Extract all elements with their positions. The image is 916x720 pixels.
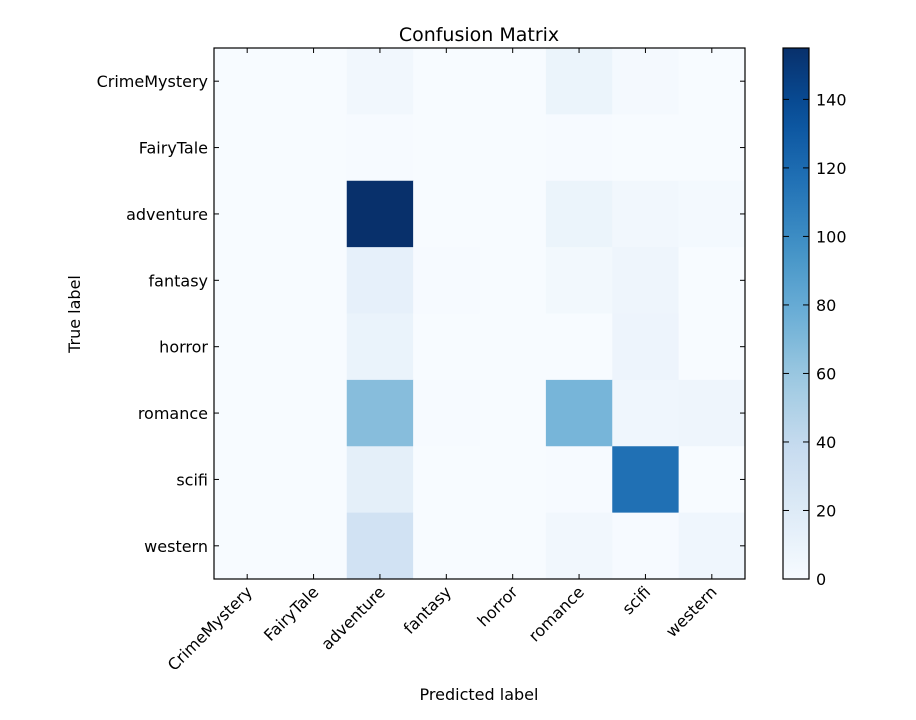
heatmap-cell [346,247,414,314]
colorbar [782,47,810,580]
heatmap-cell [479,180,547,248]
heatmap-cell [678,512,746,580]
heatmap-cell [214,512,281,580]
heatmap-cell [413,313,480,381]
heatmap-cell [479,446,547,514]
heatmap-cell [280,247,348,314]
heatmap-cell [413,247,480,314]
heatmap-cell [545,512,613,580]
heatmap-cell [346,512,414,580]
colorbar-ticks: 0 20 40 60 80 100 120 140 [783,90,847,589]
heatmap-cell [545,313,613,381]
x-tick-label: western [662,582,721,641]
heatmap-cell [612,247,680,314]
y-tick-label: western [144,537,208,556]
heatmap-cell [214,446,281,514]
heatmap-cells [214,48,746,580]
heatmap-cell [214,247,281,314]
heatmap-cell [612,114,680,182]
x-tick-label: horror [474,582,522,630]
heatmap-cell [346,180,414,248]
heatmap-cell [346,114,414,182]
heatmap-cell [612,379,680,447]
heatmap-cell [612,180,680,248]
y-tick-label: horror [159,338,208,357]
heatmap-cell [678,48,746,115]
heatmap-cell [545,180,613,248]
y-tick-label: FairyTale [139,139,208,158]
y-tick-label: CrimeMystery [97,72,208,91]
x-axis-label: Predicted label [420,685,539,704]
heatmap-cell [346,379,414,447]
heatmap-cell [479,379,547,447]
heatmap-cell [545,114,613,182]
heatmap-cell [678,180,746,248]
heatmap-cell [346,48,414,115]
heatmap-cell [678,313,746,381]
heatmap-cell [413,180,480,248]
y-tick-label: adventure [126,205,208,224]
heatmap-cell [280,180,348,248]
colorbar-tick-label: 0 [816,570,826,589]
heatmap-cell [678,114,746,182]
heatmap-cell [214,48,281,115]
heatmap-cell [413,512,480,580]
colorbar-tick-label: 60 [816,364,836,383]
x-tick-label: scifi [618,582,654,618]
colorbar-tick-label: 80 [816,296,836,315]
heatmap-cell [612,48,680,115]
heatmap-cell [280,48,348,115]
heatmap-cell [479,512,547,580]
heatmap-cell [545,446,613,514]
colorbar-tick-label: 120 [816,159,847,178]
heatmap-cell [479,247,547,314]
heatmap-cell [214,313,281,381]
x-tick-label: FairyTale [260,582,322,644]
y-axis-ticks: CrimeMystery FairyTale adventure fantasy hor… [97,72,745,556]
y-tick-label: romance [138,404,208,423]
heatmap-cell [678,247,746,314]
y-tick-label: scifi [176,470,208,489]
x-tick-label: adventure [317,582,388,653]
heatmap-cell [280,379,348,447]
heatmap-cell [413,379,480,447]
x-tick-label: CrimeMystery [164,582,256,674]
heatmap-cell [214,180,281,248]
heatmap-cell [413,114,480,182]
heatmap-cell [612,446,680,514]
y-tick-label: fantasy [149,271,208,290]
x-tick-label: fantasy [400,582,455,637]
heatmap-cell [280,313,348,381]
heatmap-cell [413,446,480,514]
heatmap-cell [346,446,414,514]
heatmap-cell [479,48,547,115]
y-axis-label: True label [65,275,84,354]
heatmap-cell [545,247,613,314]
colorbar-tick-label: 100 [816,227,847,246]
heatmap-cell [612,512,680,580]
plot-frame [213,47,746,580]
heatmap-cell [280,446,348,514]
heatmap-cell [545,379,613,447]
heatmap-cell [280,512,348,580]
heatmap-cell [214,379,281,447]
chart-title: Confusion Matrix [399,24,559,46]
colorbar-tick-label: 140 [816,90,847,109]
heatmap-cell [545,48,613,115]
heatmap-cell [479,114,547,182]
heatmap-cell [346,313,414,381]
colorbar-tick-label: 40 [816,433,836,452]
x-tick-label: romance [525,582,588,645]
heatmap-cell [678,379,746,447]
heatmap-cell [612,313,680,381]
colorbar-tick-label: 20 [816,501,836,520]
heatmap-cell [214,114,281,182]
heatmap-cell [479,313,547,381]
heatmap-cell [678,446,746,514]
heatmap-cell [280,114,348,182]
heatmap-cell [413,48,480,115]
